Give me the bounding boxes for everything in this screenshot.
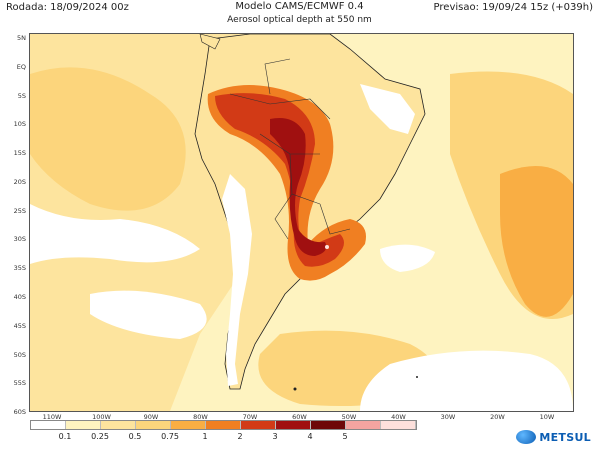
legend-swatch: [206, 421, 241, 429]
lon-label: 90W: [143, 413, 159, 421]
lat-label: 5N: [17, 34, 26, 42]
lon-label: 50W: [341, 413, 357, 421]
smoke-plume-high: [207, 85, 366, 281]
lat-label: EQ: [16, 62, 26, 71]
central-america-land: [199, 34, 221, 50]
legend-label: 0.75: [161, 432, 179, 441]
clear-patch-south-atlantic: [360, 350, 573, 411]
clear-patch-atlantic-small: [380, 244, 435, 272]
clear-strip-andes: [222, 174, 252, 386]
clear-patch-pacific: [30, 204, 200, 264]
legend-label: 5: [342, 432, 348, 441]
lon-label: 20W: [490, 413, 505, 421]
lat-label: 15S: [13, 149, 26, 158]
lat-label: 10S: [13, 120, 26, 129]
brand-name: METSUL: [539, 430, 591, 444]
lat-label: 20S: [13, 177, 26, 186]
legend-swatch: [101, 421, 136, 429]
legend-swatch: [346, 421, 381, 429]
lon-label: 100W: [92, 413, 111, 421]
forecast-time: Previsao: 19/09/24 15z (+039h): [433, 2, 593, 13]
lon-label: 30W: [440, 413, 456, 421]
lat-label: 30S: [13, 235, 26, 244]
legend-label: 2: [237, 432, 243, 441]
legend-label: 1: [202, 432, 208, 441]
lon-label: 110W: [42, 413, 62, 421]
legend-swatch: [31, 421, 66, 429]
smoke-plume-very-high: [215, 93, 344, 267]
globe-icon: [516, 430, 537, 444]
legend-swatch: [66, 421, 101, 429]
lon-label: 70W: [242, 413, 258, 421]
legend-label: 0.1: [58, 432, 72, 441]
lat-label: 55S: [13, 379, 26, 388]
model-title: Modelo CAMS/ECMWF 0.4: [235, 1, 364, 12]
islands-falkland: [293, 387, 297, 391]
country-borders: [229, 58, 351, 240]
aerosol-band-moderate-pacific: [30, 67, 186, 211]
legend-swatch: [276, 421, 311, 429]
clear-patch-south-pacific: [90, 290, 207, 339]
lon-label: 60W: [292, 413, 307, 421]
run-time: Rodada: 18/09/2024 00z: [6, 2, 129, 13]
smoke-peak-marker: [325, 245, 329, 249]
legend-swatch: [171, 421, 206, 429]
legend-label: 4: [307, 432, 313, 441]
map-canvas: [30, 34, 573, 411]
lon-label: 10W: [539, 413, 555, 421]
legend-label: 0.25: [91, 432, 109, 441]
lon-label: 80W: [193, 413, 208, 421]
lat-label: 45S: [13, 321, 26, 330]
island-south-georgia: [416, 376, 418, 378]
smoke-plume-extreme: [270, 118, 327, 256]
lat-label: 50S: [13, 350, 26, 359]
lat-label: 35S: [13, 264, 26, 273]
legend-swatch: [136, 421, 171, 429]
legend-swatch: [241, 421, 276, 429]
legend-swatch: [311, 421, 346, 429]
lat-label: 25S: [13, 206, 26, 215]
brand-logo: METSUL: [516, 430, 591, 444]
legend-swatch: [381, 421, 416, 429]
aerosol-band-high-atlantic: [500, 166, 573, 317]
legend-label: 3: [272, 432, 278, 441]
lat-label: 40S: [13, 293, 26, 301]
variable-title: Aerosol optical depth at 550 nm: [227, 15, 372, 25]
lat-label: 60S: [13, 408, 26, 417]
color-legend: [30, 420, 417, 430]
legend-label: 0.5: [128, 432, 142, 441]
lat-label: 5S: [17, 91, 26, 100]
clear-region-north-brazil: [360, 84, 415, 134]
aerosol-map: [29, 33, 574, 412]
lon-label: 40W: [391, 413, 406, 421]
